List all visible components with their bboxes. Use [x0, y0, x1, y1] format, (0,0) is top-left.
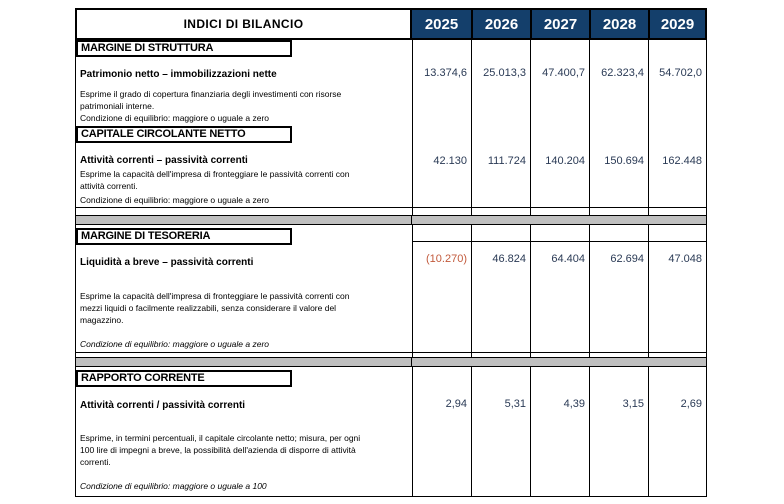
- separator-bar: [75, 215, 707, 225]
- balance-indices-table: INDICI DI BILANCIO 2025 2026 2027 2028 2…: [75, 8, 707, 497]
- equilibrium-condition: Condizione di equilibrio: maggiore o ugu…: [80, 339, 270, 349]
- description-line: correnti.: [80, 457, 111, 467]
- value-cell: 42.130: [412, 126, 471, 207]
- year-header-2029: 2029: [648, 8, 707, 40]
- section-label-column: MARGINE DI TESORERIA Liquidità a breve –…: [75, 225, 412, 352]
- year-header-2028: 2028: [589, 8, 648, 40]
- value-cell: 47.048: [648, 225, 707, 352]
- metric-label: Patrimonio netto – immobilizzazioni nett…: [80, 69, 277, 80]
- metric-description: Esprime il grado di copertura finanziari…: [80, 88, 412, 112]
- equilibrium-condition: Condizione di equilibrio: maggiore o ugu…: [80, 481, 267, 491]
- year-header-2025: 2025: [412, 8, 471, 40]
- description-line: mezzi liquidi o facilmente realizzabili,…: [80, 303, 337, 313]
- section-label-column: CAPITALE CIRCOLANTE NETTO Attività corre…: [75, 126, 412, 207]
- year-header-2027: 2027: [530, 8, 589, 40]
- value-cell-negative: (10.270): [412, 225, 471, 352]
- row-gap: [75, 353, 707, 357]
- value-cell: 62.694: [589, 225, 648, 352]
- value-cell: 3,15: [589, 367, 648, 496]
- description-line: Esprime, in termini percentuali, il capi…: [80, 433, 361, 443]
- value-cell: 25.013,3: [471, 40, 530, 126]
- section-margine-di-struttura: MARGINE DI STRUTTURA Patrimonio netto – …: [75, 40, 707, 126]
- metric-label: Attività correnti – passività correnti: [80, 155, 248, 166]
- description-line: magazzino.: [80, 315, 124, 325]
- value-cell: 140.204: [530, 126, 589, 207]
- section-title: MARGINE DI TESORERIA: [76, 228, 292, 245]
- section-capitale-circolante-netto: CAPITALE CIRCOLANTE NETTO Attività corre…: [75, 126, 707, 208]
- description-line: attività correnti.: [80, 181, 138, 191]
- description-line: Esprime il grado di copertura finanziari…: [80, 89, 342, 99]
- separator-bar: [75, 357, 707, 367]
- section-label-column: RAPPORTO CORRENTE Attività correnti / pa…: [75, 367, 412, 496]
- metric-description: Esprime la capacità dell'impresa di fron…: [80, 290, 412, 326]
- value-cell: 13.374,6: [412, 40, 471, 126]
- value-cell: 64.404: [530, 225, 589, 352]
- description-line: Esprime la capacità dell'impresa di fron…: [80, 169, 350, 179]
- description-line: Esprime la capacità dell'impresa di fron…: [80, 291, 350, 301]
- metric-description: Esprime la capacità dell'impresa di fron…: [80, 168, 412, 192]
- section-title: MARGINE DI STRUTTURA: [76, 40, 292, 57]
- section-margine-di-tesoreria: MARGINE DI TESORERIA Liquidità a breve –…: [75, 225, 707, 353]
- equilibrium-condition: Condizione di equilibrio: maggiore o ugu…: [80, 113, 270, 123]
- section-label-column: MARGINE DI STRUTTURA Patrimonio netto – …: [75, 40, 412, 126]
- metric-description: Esprime, in termini percentuali, il capi…: [80, 432, 412, 468]
- metric-label: Liquidità a breve – passività correnti: [80, 257, 254, 268]
- value-cell: 47.400,7: [530, 40, 589, 126]
- metric-label: Attività correnti / passività correnti: [80, 400, 246, 411]
- section-title: CAPITALE CIRCOLANTE NETTO: [76, 126, 292, 143]
- row-gap: [75, 208, 707, 215]
- value-cell: 150.694: [589, 126, 648, 207]
- section-title: RAPPORTO CORRENTE: [76, 370, 292, 387]
- equilibrium-condition: Condizione di equilibrio: maggiore o ugu…: [80, 195, 270, 205]
- value-cell: 62.323,4: [589, 40, 648, 126]
- description-line: 100 lire di impegni a breve, la possibil…: [80, 445, 356, 455]
- value-cell: 4,39: [530, 367, 589, 496]
- table-title: INDICI DI BILANCIO: [75, 8, 412, 40]
- value-cell: 54.702,0: [648, 40, 707, 126]
- value-cell: 162.448: [648, 126, 707, 207]
- value-cell: 111.724: [471, 126, 530, 207]
- year-header-2026: 2026: [471, 8, 530, 40]
- value-cell: 2,94: [412, 367, 471, 496]
- table-header-row: INDICI DI BILANCIO 2025 2026 2027 2028 2…: [75, 8, 707, 40]
- section-inner-divider: [412, 241, 707, 242]
- description-line: patrimoniali interne.: [80, 101, 155, 111]
- value-cell: 5,31: [471, 367, 530, 496]
- value-cell: 46.824: [471, 225, 530, 352]
- section-rapporto-corrente: RAPPORTO CORRENTE Attività correnti / pa…: [75, 367, 707, 497]
- value-cell: 2,69: [648, 367, 707, 496]
